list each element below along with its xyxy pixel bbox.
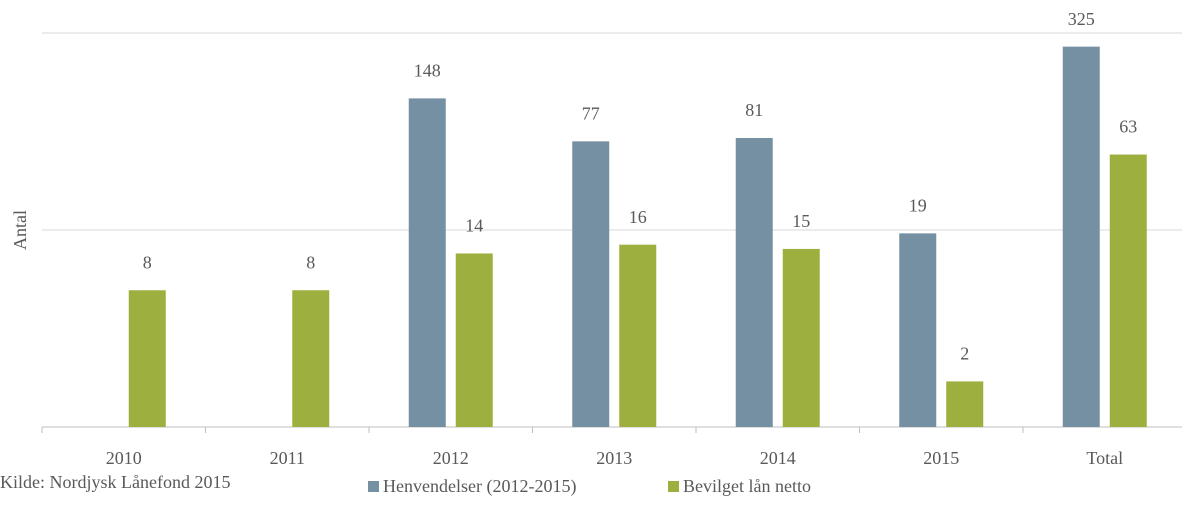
bar [782,248,820,427]
bar [292,290,330,427]
data-label: 63 [1119,117,1137,137]
data-label: 16 [629,207,647,227]
bar [1109,154,1147,427]
data-label: 148 [414,61,441,81]
data-label: 8 [306,252,315,272]
bar [455,253,493,427]
x-tick-label: 2011 [270,448,305,468]
data-label: 8 [143,252,152,272]
data-label: 2 [960,344,969,364]
legend-label: Bevilget lån netto [683,476,811,496]
data-label: 81 [745,100,763,120]
bar [408,98,446,428]
bar [1062,46,1100,427]
source: Kilde: Nordjysk Lånefond 2015 [0,472,230,492]
y-axis-title: Antal [10,210,30,250]
data-label: 19 [909,195,927,215]
legend-swatch [368,481,379,492]
bar [128,290,166,427]
bar [619,244,657,427]
data-label: 77 [582,103,600,123]
bar [735,138,773,427]
data-label: 15 [792,211,810,231]
x-tick-label: 2015 [923,448,959,468]
bar [572,141,610,428]
bar [946,381,984,427]
legend-label: Henvendelser (2012-2015) [383,476,576,497]
data-label: 325 [1068,9,1095,29]
bar [899,233,937,427]
x-tick-label: 2014 [760,448,796,468]
legend-swatch [668,481,679,492]
x-tick-label: 2013 [596,448,632,468]
x-tick-label: Total [1086,448,1123,468]
x-tick-label: 2012 [433,448,469,468]
x-tick-label: 2010 [106,448,142,468]
data-label: 14 [465,216,483,236]
